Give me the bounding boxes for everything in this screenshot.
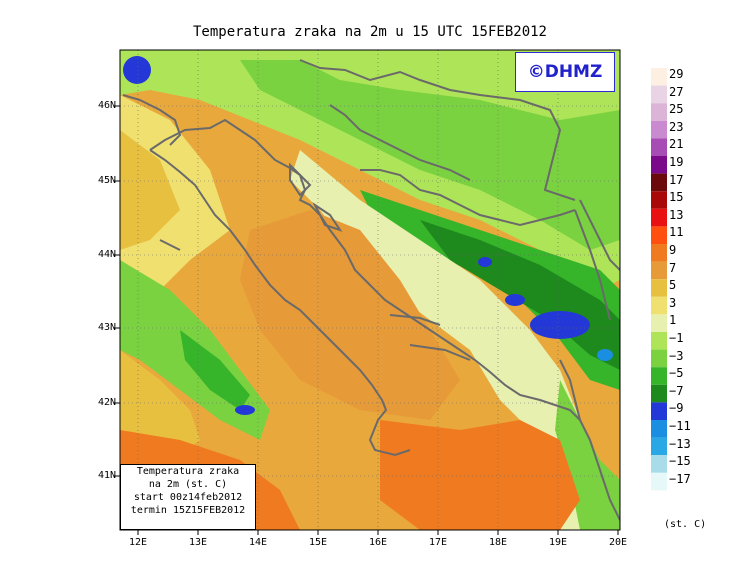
colorbar-swatch [651,279,667,297]
colorbar-label: 3 [669,295,677,310]
colorbar-label: 23 [669,119,684,134]
info-line-3: start 00z14feb2012 [133,492,243,503]
lon-label-15e: 15E [308,537,328,548]
colorbar-label: −11 [669,419,691,433]
lat-label-46n: 46N [97,100,116,111]
colorbar-swatch [651,420,667,438]
colorbar-swatch [651,138,667,156]
colorbar-label: −9 [669,401,684,416]
colorbar-label: −15 [669,454,691,469]
lat-label-43n: 43N [97,322,116,333]
colorbar-swatch [651,349,667,368]
colorbar-swatch [651,191,667,209]
colorbar [651,68,667,491]
colorbar-unit: (st. C) [664,519,707,530]
colorbar-label: 11 [669,225,684,240]
info-line-4: termin 15Z15FEB2012 [130,505,246,516]
info-box: Temperatura zraka na 2m (st. C) start 00… [120,464,256,530]
lat-label-41n: 41N [97,470,116,481]
lat-label-45n: 45N [97,175,116,186]
colorbar-label: 1 [669,313,677,328]
lon-label-12e: 12E [128,537,148,548]
lat-label-44n: 44N [97,249,116,260]
colorbar-swatch [651,244,667,262]
colorbar-swatch [651,208,667,227]
map-frame [119,49,621,531]
colorbar-swatch [651,226,667,244]
colorbar-label: −1 [669,331,684,345]
colorbar-swatch [651,367,667,385]
colorbar-label: 5 [669,278,677,293]
colorbar-swatch [651,173,667,192]
lon-label-16e: 16E [368,537,388,548]
lon-label-20e: 20E [608,537,628,548]
lat-label-42n: 42N [97,397,116,408]
temperature-field [120,50,620,530]
lon-label-13e: 13E [188,537,208,548]
info-line-1: Temperatura zraka [136,466,240,477]
lon-label-14e: 14E [248,537,268,548]
colorbar-swatch [651,120,667,139]
lon-label-19e: 19E [548,537,568,548]
colorbar-swatch [651,156,667,174]
colorbar-label: −3 [669,348,684,363]
colorbar-label: −5 [669,366,684,381]
colorbar-swatch [651,314,667,332]
map-title: Temperatura zraka na 2m u 15 UTC 15FEB20… [192,24,547,40]
colorbar-swatch [651,332,667,350]
colorbar-label: 9 [669,243,677,257]
colorbar-swatch [651,437,667,456]
colorbar-label: −17 [669,471,691,486]
colorbar-swatch [651,68,667,86]
colorbar-label: 27 [669,84,684,99]
lon-label-18e: 18E [488,537,508,548]
colorbar-swatch [651,103,667,121]
axis-ticks [114,105,619,535]
colorbar-swatch [651,402,667,420]
colorbar-label: 25 [669,102,684,117]
colorbar-swatch [651,384,667,403]
lon-label-17e: 17E [428,537,448,548]
colorbar-label: −7 [669,383,684,398]
colorbar-label: −13 [669,436,691,451]
colorbar-swatch [651,472,667,491]
colorbar-label: 13 [669,207,684,222]
info-line-2: na 2m (st. C) [148,479,228,490]
colorbar-label: 15 [669,190,684,205]
colorbar-label: 7 [669,260,677,275]
colorbar-swatch [651,85,667,104]
colorbar-label: 21 [669,137,684,152]
colorbar-swatch [651,296,667,315]
dhmz-logo: ©DHMZ [515,52,615,92]
colorbar-swatch [651,261,667,280]
coastlines [122,59,620,521]
colorbar-label: 17 [669,172,684,187]
colorbar-label: 19 [669,155,684,169]
colorbar-swatch [651,455,667,473]
colorbar-label: 29 [669,67,684,81]
